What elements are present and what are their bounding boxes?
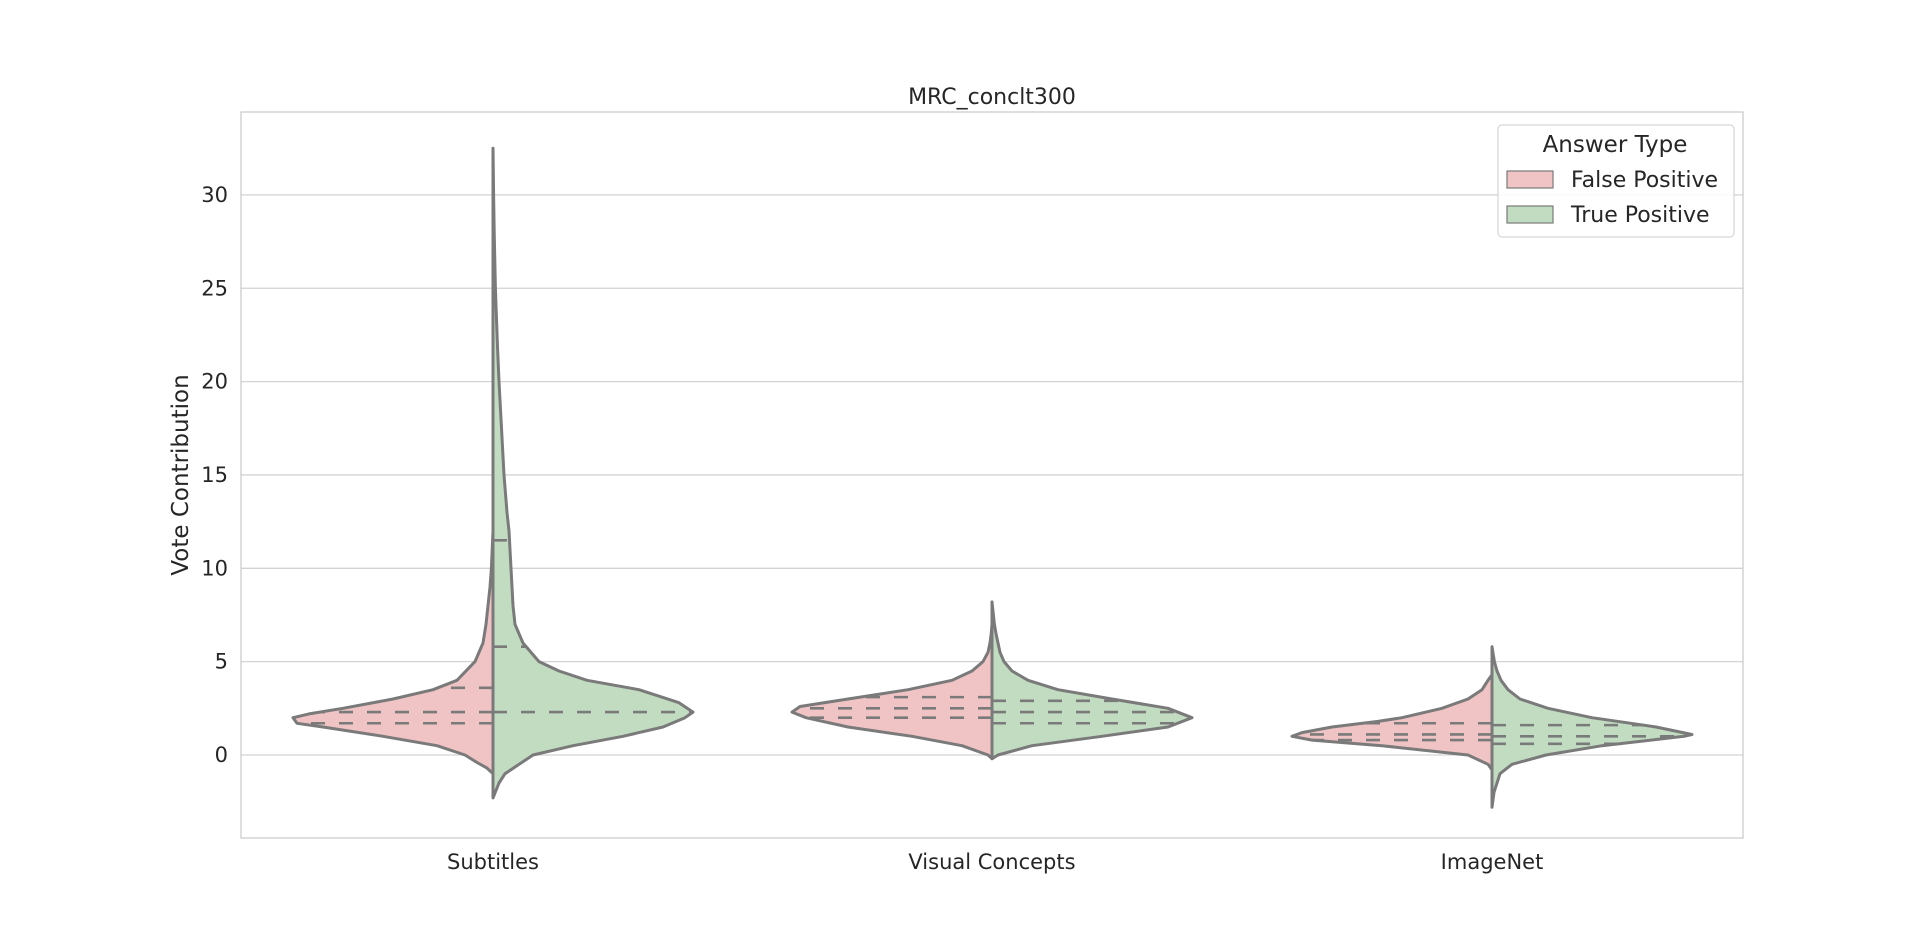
y-tick-label: 15 [201, 463, 228, 487]
violin-imagenet-true-positive [1490, 645, 1694, 809]
violins [291, 146, 1694, 809]
y-tick-label: 5 [215, 650, 228, 674]
legend-swatch-false-positive [1506, 170, 1554, 189]
violin-subtitles-true-positive [491, 146, 695, 800]
legend: Answer Type False Positive True Positive [1497, 124, 1735, 238]
legend-swatch-true-positive [1506, 205, 1554, 224]
y-tick-label: 20 [201, 370, 228, 394]
legend-label-true-positive: True Positive [1570, 203, 1710, 228]
legend-box [1497, 124, 1735, 238]
legend-title: Answer Type [1543, 132, 1688, 158]
legend-label-false-positive: False Positive [1571, 168, 1718, 193]
violin-imagenet-false-positive [1290, 673, 1494, 772]
y-tick-labels: 0 5 10 15 20 25 30 [201, 183, 228, 767]
y-tick-label: 10 [201, 556, 228, 580]
chart-title: MRC_conclt300 [908, 85, 1076, 110]
x-tick-label: Subtitles [447, 850, 539, 874]
y-tick-label: 25 [201, 276, 228, 300]
violin-visual-concepts-false-positive [790, 622, 994, 761]
y-tick-label: 30 [201, 183, 228, 207]
violin-visual-concepts-true-positive [990, 600, 1194, 761]
plot-frame [240, 111, 1744, 839]
x-tick-label: ImageNet [1441, 850, 1544, 874]
x-tick-labels: Subtitles Visual Concepts ImageNet [447, 850, 1543, 874]
y-tick-label: 0 [215, 743, 228, 767]
y-axis-label: Vote Contribution [168, 374, 194, 575]
violin-subtitles-false-positive [291, 529, 495, 776]
x-tick-label: Visual Concepts [908, 850, 1075, 874]
